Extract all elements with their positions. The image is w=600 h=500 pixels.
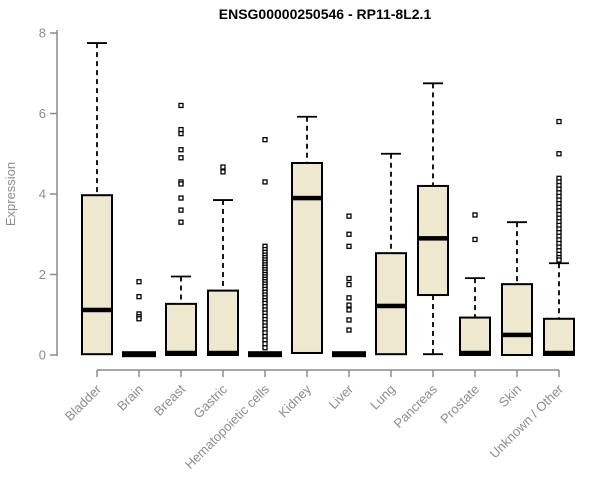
median-line bbox=[292, 195, 322, 201]
median-line bbox=[376, 303, 406, 309]
flat-box bbox=[248, 351, 282, 358]
y-axis-title: Expression bbox=[3, 162, 18, 226]
outlier-point bbox=[346, 302, 352, 308]
x-tick-label: Kidney bbox=[275, 381, 314, 420]
iqr-box bbox=[375, 252, 407, 356]
x-tick-label: Unknown / Other bbox=[487, 381, 567, 461]
flat-box bbox=[122, 351, 156, 358]
outlier-point bbox=[136, 279, 142, 285]
outlier-point bbox=[178, 195, 184, 201]
outlier-point bbox=[346, 295, 352, 301]
box-gastric bbox=[207, 164, 239, 357]
y-tick-label: 8 bbox=[39, 26, 46, 41]
y-tick-label: 6 bbox=[39, 106, 46, 121]
median-line bbox=[544, 350, 574, 356]
outlier-point bbox=[556, 257, 562, 263]
y-tick-label: 0 bbox=[39, 348, 46, 363]
outlier-point bbox=[346, 281, 352, 288]
median-line bbox=[82, 307, 112, 313]
iqr-box bbox=[165, 302, 197, 357]
outlier-point bbox=[178, 147, 184, 153]
box-pancreas bbox=[417, 82, 449, 356]
iqr-box bbox=[81, 194, 113, 356]
outlier-point bbox=[556, 151, 562, 157]
outlier-point bbox=[472, 236, 478, 243]
iqr-box bbox=[501, 283, 533, 356]
iqr-box bbox=[459, 316, 491, 357]
outlier-point bbox=[262, 137, 268, 143]
outlier-point bbox=[178, 207, 184, 213]
box-liver bbox=[332, 213, 366, 358]
outlier-point bbox=[346, 307, 352, 313]
y-tick-label: 2 bbox=[39, 267, 46, 282]
outlier-point bbox=[136, 293, 142, 300]
boxplot-series bbox=[81, 42, 575, 358]
box-unknown-other bbox=[543, 118, 575, 356]
x-tick-label: Skin bbox=[496, 382, 524, 410]
outlier-point bbox=[178, 219, 184, 225]
outlier-point bbox=[346, 213, 352, 219]
box-skin bbox=[501, 221, 533, 356]
outlier-point bbox=[220, 169, 226, 175]
outlier-point bbox=[178, 155, 184, 161]
outlier-point bbox=[262, 179, 268, 185]
outlier-point bbox=[346, 327, 352, 333]
median-line bbox=[208, 350, 238, 356]
box-prostate bbox=[459, 212, 491, 357]
outlier-point bbox=[136, 316, 142, 322]
y-tick-label: 4 bbox=[39, 187, 46, 202]
box-bladder bbox=[81, 42, 113, 356]
outlier-point bbox=[178, 181, 184, 187]
box-kidney bbox=[291, 115, 323, 354]
outlier-point bbox=[346, 231, 352, 237]
x-tick-label: Bladder bbox=[62, 381, 105, 424]
outlier-point bbox=[346, 317, 352, 323]
x-tick-label: Prostate bbox=[437, 382, 482, 427]
median-line bbox=[460, 350, 490, 356]
median-line bbox=[166, 350, 196, 356]
iqr-box bbox=[291, 162, 323, 354]
x-tick-label: Pancreas bbox=[391, 381, 441, 431]
outlier-point bbox=[220, 164, 226, 170]
x-tick-label: Liver bbox=[326, 381, 357, 412]
y-axis: 0 2 4 6 8 bbox=[39, 26, 58, 363]
box-hematopoietic-cells bbox=[248, 137, 282, 358]
flat-box bbox=[332, 351, 366, 358]
box-brain bbox=[122, 279, 156, 358]
outlier-point bbox=[472, 212, 478, 218]
outlier-point bbox=[346, 243, 352, 249]
median-line bbox=[418, 236, 448, 241]
x-tick-label: Breast bbox=[151, 381, 188, 418]
chart-title: ENSG00000250546 - RP11-8L2.1 bbox=[219, 6, 432, 22]
box-lung bbox=[375, 152, 407, 356]
box-breast bbox=[165, 102, 197, 357]
x-tick-label: Brain bbox=[114, 382, 146, 414]
x-tick-label: Lung bbox=[367, 382, 398, 413]
iqr-box bbox=[543, 317, 575, 356]
iqr-box bbox=[207, 289, 239, 357]
outlier-point bbox=[556, 118, 562, 125]
outlier-point bbox=[262, 345, 268, 351]
outlier-point bbox=[178, 130, 184, 137]
x-tick-label: Gastric bbox=[190, 381, 230, 421]
outlier-point bbox=[346, 275, 352, 282]
median-line bbox=[502, 332, 532, 338]
outlier-point bbox=[178, 102, 184, 109]
